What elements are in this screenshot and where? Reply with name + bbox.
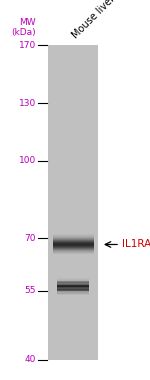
Bar: [57, 282, 89, 283]
Bar: [57, 284, 89, 285]
Bar: [57, 285, 89, 286]
Bar: [57, 288, 89, 289]
Bar: [57, 293, 89, 294]
Text: 100: 100: [19, 156, 36, 165]
Text: 130: 130: [19, 99, 36, 108]
Bar: [52, 252, 93, 253]
Text: 170: 170: [19, 41, 36, 49]
Text: 40: 40: [25, 356, 36, 364]
Text: Mouse liver: Mouse liver: [70, 0, 117, 40]
Bar: [57, 290, 89, 291]
Bar: [52, 241, 93, 242]
Bar: [57, 287, 89, 288]
Bar: [57, 279, 89, 280]
Bar: [57, 286, 89, 287]
Bar: [57, 282, 89, 283]
Bar: [52, 234, 93, 235]
Bar: [48, 45, 98, 360]
Text: (kDa): (kDa): [11, 28, 36, 37]
Bar: [52, 235, 93, 236]
Bar: [57, 285, 89, 287]
Text: IL1RAP: IL1RAP: [122, 239, 150, 250]
Bar: [52, 248, 93, 249]
Bar: [52, 239, 93, 240]
Bar: [52, 246, 93, 247]
Bar: [52, 251, 93, 252]
Bar: [57, 283, 89, 284]
Text: 70: 70: [24, 234, 36, 243]
Bar: [52, 250, 93, 251]
Text: MW: MW: [19, 18, 36, 27]
Bar: [57, 280, 89, 281]
Bar: [57, 290, 89, 291]
Bar: [52, 240, 93, 241]
Bar: [52, 238, 93, 239]
Bar: [52, 243, 93, 244]
Bar: [57, 291, 89, 292]
Bar: [52, 253, 93, 254]
Bar: [52, 236, 93, 237]
Bar: [52, 244, 93, 245]
Text: 55: 55: [24, 286, 36, 295]
Bar: [57, 293, 89, 294]
Bar: [52, 245, 93, 246]
Bar: [52, 249, 93, 250]
Bar: [52, 247, 93, 248]
Bar: [57, 278, 89, 279]
Bar: [57, 292, 89, 293]
Bar: [52, 242, 93, 243]
Bar: [57, 289, 89, 290]
Bar: [57, 281, 89, 282]
Bar: [52, 237, 93, 238]
